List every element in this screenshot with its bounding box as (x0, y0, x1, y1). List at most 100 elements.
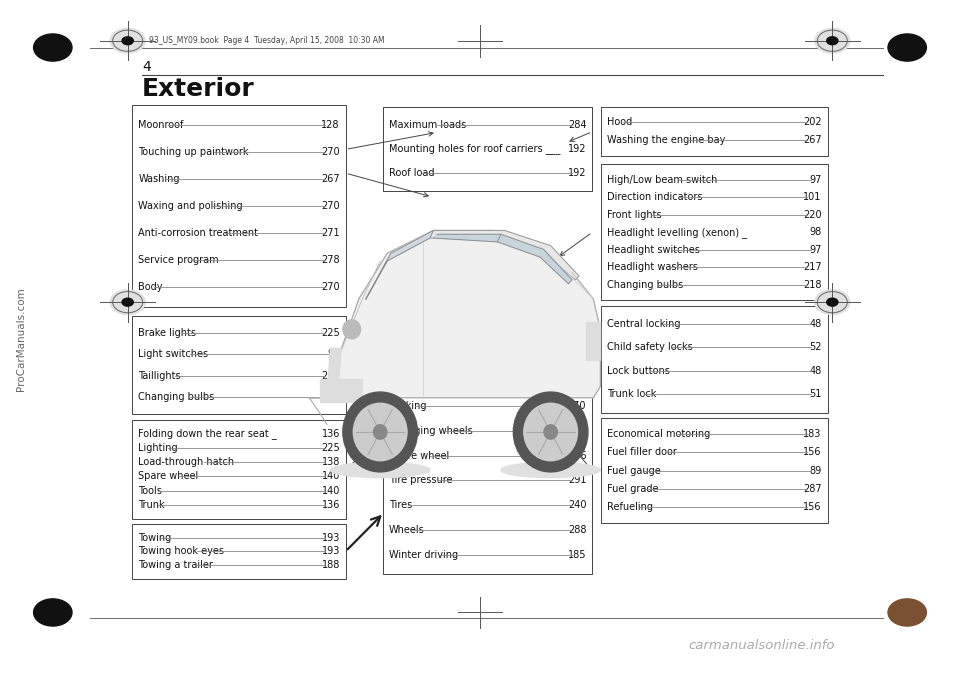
Text: 225: 225 (321, 371, 340, 380)
Text: 140: 140 (322, 485, 340, 496)
Polygon shape (309, 230, 600, 398)
Text: Washing the engine bay: Washing the engine bay (607, 135, 725, 145)
Text: Load-through hatch: Load-through hatch (138, 457, 234, 467)
Text: 192: 192 (568, 144, 587, 154)
Text: Tools: Tools (138, 485, 162, 496)
Text: Lighting: Lighting (138, 443, 178, 453)
Polygon shape (587, 322, 600, 360)
Circle shape (343, 392, 418, 472)
Text: Taillights: Taillights (138, 371, 180, 380)
Text: Tire pressure: Tire pressure (389, 475, 452, 485)
Text: Towing hook eyes: Towing hook eyes (138, 547, 225, 556)
Circle shape (544, 425, 558, 439)
Circle shape (827, 298, 838, 306)
Text: 170: 170 (568, 401, 587, 411)
Text: 48: 48 (809, 319, 822, 329)
Text: Changing wheels: Changing wheels (389, 426, 472, 436)
Text: 183: 183 (804, 429, 822, 439)
Text: Touching up paintwork: Touching up paintwork (138, 147, 249, 158)
Text: Headlight switches: Headlight switches (607, 244, 700, 255)
Ellipse shape (330, 462, 430, 477)
Text: 267: 267 (322, 175, 340, 184)
Text: 287: 287 (804, 483, 822, 494)
Text: 48: 48 (809, 366, 822, 376)
Text: 156: 156 (804, 447, 822, 458)
Text: Anti-corrosion treatment: Anti-corrosion treatment (138, 228, 258, 238)
Text: 140: 140 (322, 471, 340, 481)
Text: Refueling: Refueling (607, 502, 653, 512)
Text: 185: 185 (568, 549, 587, 559)
Text: Tires: Tires (389, 500, 412, 510)
Text: Towing: Towing (138, 533, 172, 543)
Text: 101: 101 (804, 192, 822, 202)
Polygon shape (326, 348, 341, 398)
Text: 225: 225 (321, 328, 340, 338)
Text: Changing bulbs: Changing bulbs (138, 392, 214, 402)
Text: Fuel gauge: Fuel gauge (607, 466, 660, 475)
Text: Wheels: Wheels (389, 525, 424, 535)
Text: Mounting holes for roof carriers ___: Mounting holes for roof carriers ___ (389, 143, 561, 155)
Text: 97: 97 (809, 244, 822, 255)
Text: Economical motoring: Economical motoring (607, 429, 710, 439)
Circle shape (110, 290, 145, 314)
Text: Fuel filler door: Fuel filler door (607, 447, 677, 458)
Text: Changing bulbs: Changing bulbs (607, 280, 683, 290)
Text: 193: 193 (322, 547, 340, 556)
Text: 256: 256 (568, 451, 587, 460)
Text: 97: 97 (327, 350, 340, 359)
Circle shape (122, 298, 133, 306)
Text: 188: 188 (322, 560, 340, 570)
Polygon shape (434, 234, 572, 284)
Text: 156: 156 (804, 502, 822, 512)
Text: 270: 270 (322, 282, 340, 292)
Text: 52: 52 (809, 342, 822, 352)
Text: Folding down the rear seat _: Folding down the rear seat _ (138, 428, 277, 439)
Text: Braking: Braking (389, 401, 426, 411)
Text: Moonroof: Moonroof (138, 120, 183, 130)
Text: Central locking: Central locking (607, 319, 681, 329)
Text: 270: 270 (322, 147, 340, 158)
Text: 291: 291 (568, 475, 587, 485)
Text: Child safety locks: Child safety locks (607, 342, 692, 352)
Text: 4: 4 (142, 60, 151, 74)
Text: 93_US_MY09.book  Page 4  Tuesday, April 15, 2008  10:30 AM: 93_US_MY09.book Page 4 Tuesday, April 15… (149, 36, 384, 45)
Text: 225: 225 (321, 443, 340, 453)
Text: 288: 288 (568, 525, 587, 535)
Text: 284: 284 (568, 120, 587, 130)
Circle shape (888, 34, 926, 61)
Text: 258: 258 (568, 426, 587, 436)
Circle shape (34, 599, 72, 626)
Text: 193: 193 (322, 533, 340, 543)
Text: 138: 138 (322, 457, 340, 467)
Text: 192: 192 (568, 168, 587, 178)
Polygon shape (366, 230, 434, 299)
Text: 217: 217 (804, 262, 822, 272)
Text: Brake lights: Brake lights (138, 328, 196, 338)
Text: 267: 267 (804, 135, 822, 145)
Text: Spare wheel: Spare wheel (389, 451, 449, 460)
Text: Waxing and polishing: Waxing and polishing (138, 201, 243, 211)
Text: Hood: Hood (607, 117, 632, 128)
Circle shape (34, 34, 72, 61)
Text: Washing: Washing (138, 175, 180, 184)
Circle shape (815, 29, 850, 53)
Text: 98: 98 (809, 227, 822, 237)
Text: 271: 271 (322, 228, 340, 238)
Text: High/Low beam switch: High/Low beam switch (607, 175, 717, 185)
Text: Trunk lock: Trunk lock (607, 389, 656, 399)
Text: 136: 136 (322, 428, 340, 439)
Text: Fuel grade: Fuel grade (607, 483, 659, 494)
Circle shape (110, 29, 145, 53)
Text: Exterior: Exterior (142, 77, 254, 100)
Circle shape (353, 403, 407, 461)
Text: Roof load: Roof load (389, 168, 434, 178)
Text: Lock buttons: Lock buttons (607, 366, 669, 376)
Text: 136: 136 (322, 500, 340, 510)
Text: Light switches: Light switches (138, 350, 208, 359)
Circle shape (514, 392, 588, 472)
Text: Front lights: Front lights (607, 210, 661, 220)
Text: Body: Body (138, 282, 163, 292)
Text: Headlight washers: Headlight washers (607, 262, 698, 272)
Text: Direction indicators: Direction indicators (607, 192, 702, 202)
Circle shape (373, 425, 387, 439)
